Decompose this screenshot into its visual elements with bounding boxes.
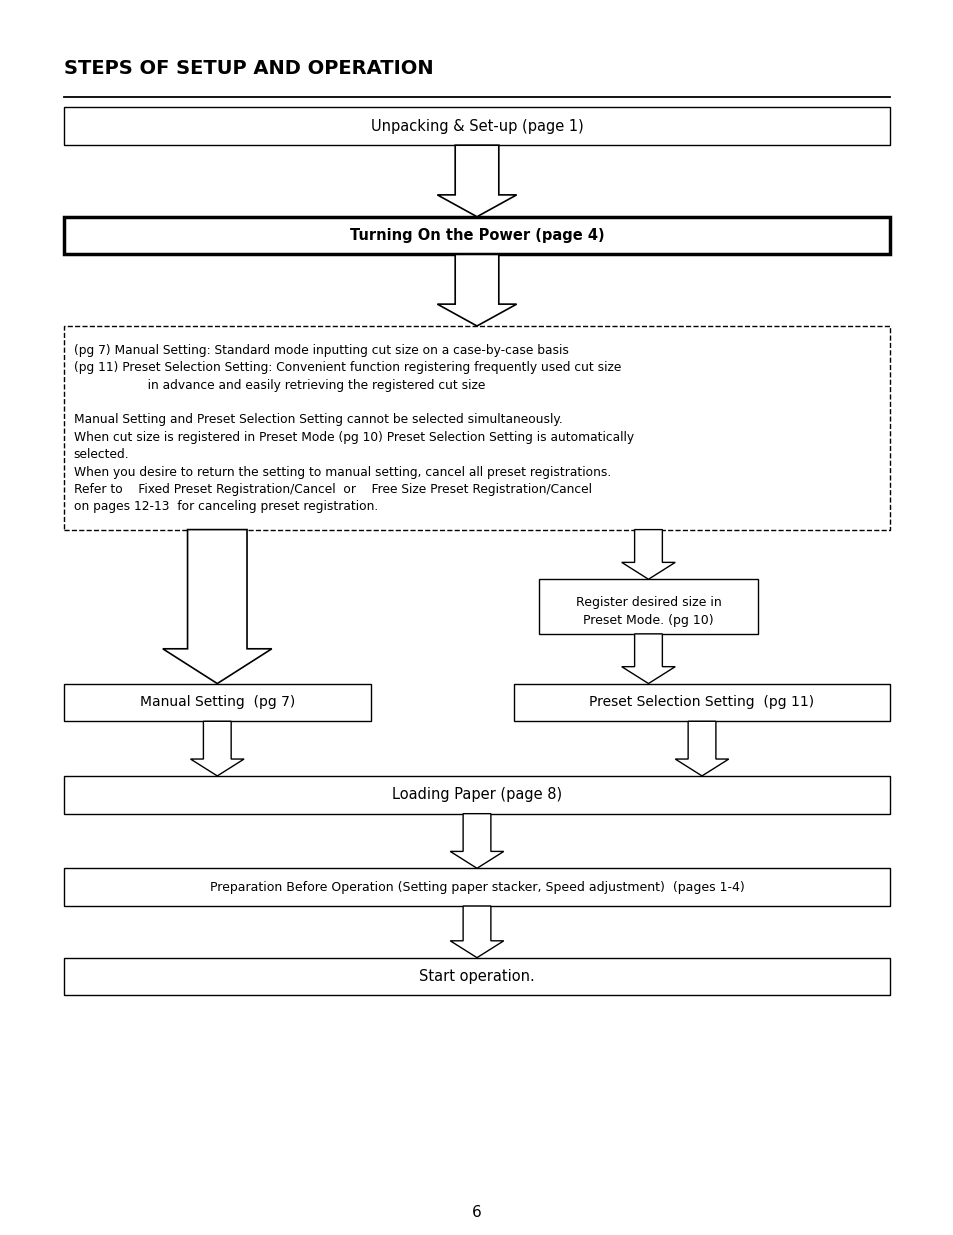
Text: Preset Selection Setting  (pg 11): Preset Selection Setting (pg 11) bbox=[589, 695, 814, 709]
Bar bbox=[64, 776, 889, 814]
Text: Manual Setting and Preset Selection Setting cannot be selected simultaneously.: Manual Setting and Preset Selection Sett… bbox=[73, 414, 561, 426]
Polygon shape bbox=[621, 634, 675, 683]
Text: Loading Paper (page 8): Loading Paper (page 8) bbox=[392, 787, 561, 803]
Text: Unpacking & Set-up (page 1): Unpacking & Set-up (page 1) bbox=[370, 119, 583, 133]
Polygon shape bbox=[450, 906, 503, 957]
Text: Preset Mode. (pg 10): Preset Mode. (pg 10) bbox=[582, 614, 713, 627]
Polygon shape bbox=[675, 721, 728, 776]
Text: (pg 11) Preset Selection Setting: Convenient function registering frequently use: (pg 11) Preset Selection Setting: Conven… bbox=[73, 362, 620, 374]
Text: Preparation Before Operation (Setting paper stacker, Speed adjustment)  (pages 1: Preparation Before Operation (Setting pa… bbox=[210, 881, 743, 894]
Bar bbox=[64, 107, 889, 146]
Text: 6: 6 bbox=[472, 1205, 481, 1220]
Polygon shape bbox=[621, 530, 675, 579]
Polygon shape bbox=[450, 814, 503, 868]
Text: Register desired size in: Register desired size in bbox=[575, 597, 720, 609]
Text: in advance and easily retrieving the registered cut size: in advance and easily retrieving the reg… bbox=[73, 379, 484, 391]
Polygon shape bbox=[191, 721, 244, 776]
Text: selected.: selected. bbox=[73, 448, 129, 461]
Text: (pg 7) Manual Setting: Standard mode inputting cut size on a case-by-case basis: (pg 7) Manual Setting: Standard mode inp… bbox=[73, 343, 568, 357]
Polygon shape bbox=[436, 146, 517, 216]
Bar bbox=[64, 957, 889, 995]
Bar bbox=[513, 683, 889, 721]
Text: When you desire to return the setting to manual setting, cancel all preset regis: When you desire to return the setting to… bbox=[73, 466, 610, 478]
Bar bbox=[538, 579, 757, 634]
Text: Start operation.: Start operation. bbox=[418, 969, 535, 984]
Bar bbox=[64, 326, 889, 530]
Text: Turning On the Power (page 4): Turning On the Power (page 4) bbox=[350, 228, 603, 243]
Text: Refer to    Fixed Preset Registration/Cancel  or    Free Size Preset Registratio: Refer to Fixed Preset Registration/Cance… bbox=[73, 483, 591, 496]
Polygon shape bbox=[436, 254, 517, 326]
Polygon shape bbox=[163, 530, 272, 683]
Text: STEPS OF SETUP AND OPERATION: STEPS OF SETUP AND OPERATION bbox=[64, 59, 433, 78]
Text: on pages 12-13  for canceling preset registration.: on pages 12-13 for canceling preset regi… bbox=[73, 500, 377, 514]
Bar bbox=[64, 683, 371, 721]
Text: Manual Setting  (pg 7): Manual Setting (pg 7) bbox=[139, 695, 294, 709]
Bar bbox=[64, 216, 889, 254]
Text: When cut size is registered in Preset Mode (pg 10) Preset Selection Setting is a: When cut size is registered in Preset Mo… bbox=[73, 431, 633, 443]
Bar bbox=[64, 868, 889, 906]
